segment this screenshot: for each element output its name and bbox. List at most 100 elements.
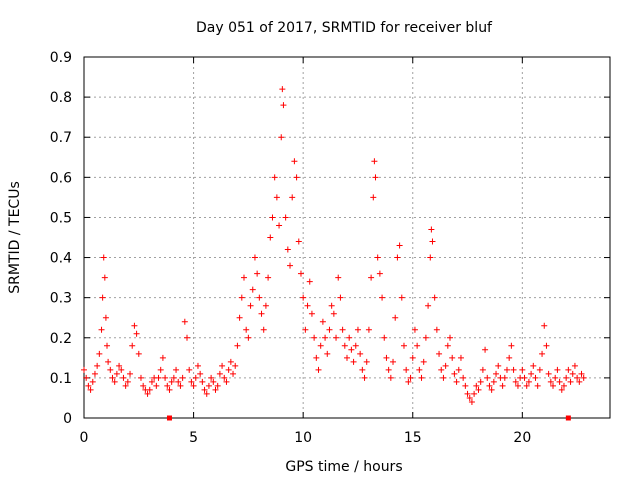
y-tick-label: 0.7 — [50, 130, 72, 146]
data-point — [251, 254, 258, 261]
data-point — [387, 374, 394, 381]
data-point — [363, 358, 370, 365]
data-point — [376, 270, 383, 277]
x-tick-label: 15 — [404, 430, 422, 446]
data-point — [337, 294, 344, 301]
data-point — [563, 374, 570, 381]
data-point — [346, 334, 353, 341]
data-point — [109, 374, 116, 381]
data-point — [102, 314, 109, 321]
data-point — [311, 334, 318, 341]
data-point — [409, 354, 416, 361]
data-point — [482, 346, 489, 353]
data-point — [177, 382, 184, 389]
x-axis-label: GPS time / hours — [285, 459, 402, 475]
data-point — [99, 294, 106, 301]
data-point — [326, 326, 333, 333]
data-point — [333, 334, 340, 341]
y-tick-label: 0.2 — [50, 331, 72, 347]
data-point — [225, 366, 232, 373]
data-point — [428, 226, 435, 233]
data-point — [569, 370, 576, 377]
data-point — [124, 378, 131, 385]
data-point — [302, 326, 309, 333]
data-point — [188, 378, 195, 385]
data-point — [308, 310, 315, 317]
data-point — [552, 374, 559, 381]
data-point — [105, 358, 112, 365]
data-point — [190, 382, 197, 389]
data-point — [444, 342, 451, 349]
data-point — [184, 334, 191, 341]
data-point — [175, 378, 182, 385]
y-tick-label: 0.1 — [50, 371, 72, 387]
data-point — [558, 386, 565, 393]
data-point — [173, 366, 180, 373]
data-point — [101, 274, 108, 281]
data-point — [451, 370, 458, 377]
data-point — [265, 274, 272, 281]
data-point — [560, 382, 567, 389]
data-point — [273, 194, 280, 201]
data-point — [234, 342, 241, 349]
data-point — [271, 174, 278, 181]
data-point — [354, 326, 361, 333]
data-point — [464, 390, 471, 397]
data-point — [186, 366, 193, 373]
data-point — [508, 342, 515, 349]
data-point — [361, 374, 368, 381]
data-point — [455, 366, 462, 373]
data-point — [162, 374, 169, 381]
data-point — [118, 366, 125, 373]
data-point — [199, 378, 206, 385]
data-point — [550, 382, 557, 389]
data-point — [300, 294, 307, 301]
data-point — [420, 358, 427, 365]
data-point — [440, 374, 447, 381]
data-point — [462, 382, 469, 389]
data-point — [236, 314, 243, 321]
data-point — [425, 302, 432, 309]
data-point — [429, 238, 436, 245]
zero-marker — [565, 415, 571, 421]
y-axis-label: SRMTID / TECUs — [7, 181, 23, 294]
data-point — [287, 262, 294, 269]
data-point — [249, 286, 256, 293]
data-point — [194, 362, 201, 369]
data-point — [574, 374, 581, 381]
data-point — [479, 366, 486, 373]
data-point — [422, 334, 429, 341]
data-point — [129, 342, 136, 349]
data-point — [317, 342, 324, 349]
data-point — [534, 382, 541, 389]
x-axis: 0 5 10 15 20 — [80, 57, 531, 446]
data-point — [466, 394, 473, 401]
data-point — [214, 382, 221, 389]
x-tick-label: 0 — [80, 430, 89, 446]
data-point — [475, 386, 482, 393]
data-point — [493, 370, 500, 377]
data-point — [81, 366, 87, 373]
data-point — [140, 382, 147, 389]
data-point — [144, 390, 151, 397]
data-point — [223, 378, 230, 385]
data-point — [499, 382, 506, 389]
data-point — [221, 374, 228, 381]
data-point — [471, 390, 478, 397]
data-point — [457, 354, 464, 361]
data-point — [536, 366, 543, 373]
data-point — [433, 326, 440, 333]
data-point — [155, 374, 162, 381]
data-point — [545, 370, 552, 377]
data-point — [197, 370, 204, 377]
data-point — [260, 326, 267, 333]
x-tick-label: 20 — [513, 430, 531, 446]
data-point — [567, 378, 574, 385]
chart-title: Day 051 of 2017, SRMTID for receiver blu… — [196, 20, 493, 36]
y-axis: 0 0.1 0.2 0.3 0.4 0.5 0.6 0.7 0.8 0.9 — [50, 50, 610, 427]
data-point — [379, 294, 386, 301]
data-point — [521, 374, 528, 381]
y-tick-label: 0 — [63, 411, 72, 427]
data-point — [297, 270, 304, 277]
